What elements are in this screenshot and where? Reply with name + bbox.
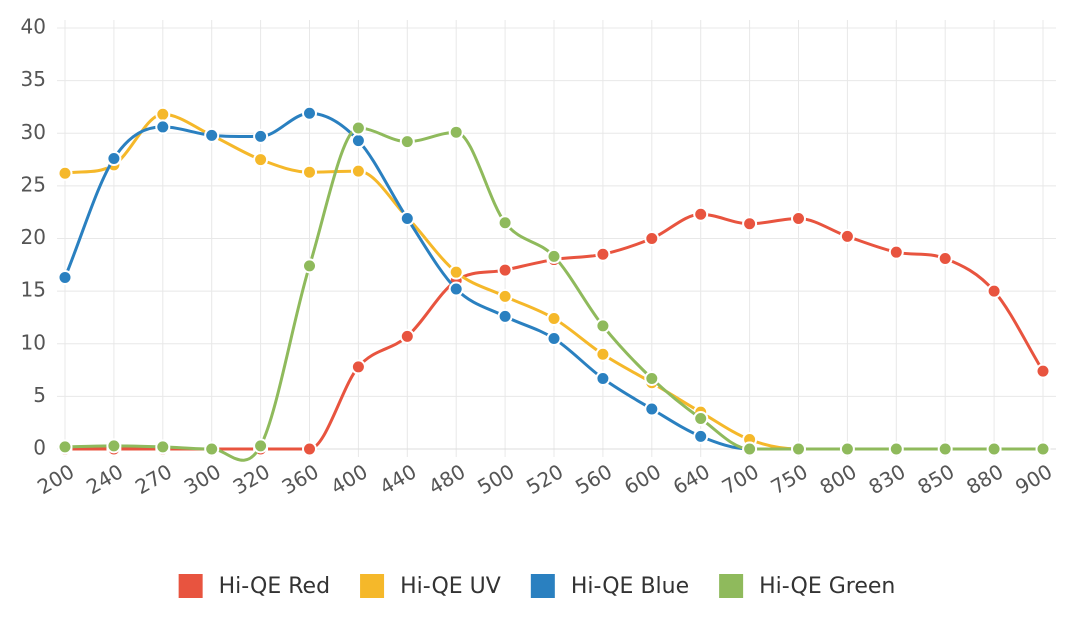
x-tick-label: 400	[327, 459, 372, 499]
legend-label: Hi-QE UV	[400, 574, 501, 599]
x-tick-label: 270	[131, 459, 176, 499]
data-point	[57, 165, 73, 181]
data-point	[497, 262, 513, 278]
data-point	[742, 216, 758, 232]
data-point	[937, 250, 953, 266]
legend-swatch	[178, 574, 203, 598]
data-point	[1035, 363, 1051, 379]
data-point	[791, 441, 806, 457]
data-point	[497, 308, 513, 324]
data-point	[106, 151, 122, 167]
data-point	[937, 441, 953, 457]
data-point	[546, 330, 562, 346]
data-point	[106, 438, 122, 454]
data-point	[57, 269, 73, 285]
data-point	[302, 105, 317, 121]
legend-label: Hi-QE Green	[759, 574, 895, 599]
data-point	[302, 164, 317, 180]
data-point	[986, 283, 1002, 299]
data-point	[595, 318, 611, 334]
data-point	[350, 163, 366, 179]
data-point	[253, 128, 269, 144]
legend-swatch	[530, 574, 555, 598]
data-point	[1035, 441, 1051, 457]
y-tick-label: 30	[21, 120, 46, 144]
data-point	[155, 106, 171, 122]
data-point	[693, 206, 709, 222]
y-tick-label: 0	[33, 436, 46, 460]
x-tick-label: 320	[229, 459, 274, 499]
y-tick-label: 35	[21, 67, 46, 91]
x-tick-label: 880	[962, 459, 1007, 499]
x-tick-label: 200	[33, 459, 78, 499]
y-tick-label: 40	[21, 15, 46, 39]
data-point	[448, 264, 464, 280]
data-point	[839, 441, 855, 457]
x-tick-label: 700	[718, 459, 763, 499]
data-point	[986, 441, 1002, 457]
data-point	[595, 370, 611, 386]
legend-label: Hi-QE Red	[219, 574, 330, 599]
x-tick-label: 850	[913, 459, 958, 499]
x-tick-label: 480	[424, 459, 469, 499]
data-point	[350, 359, 366, 375]
y-tick-label: 15	[21, 278, 46, 302]
x-tick-label: 360	[278, 459, 323, 499]
data-point	[546, 310, 562, 326]
data-point	[399, 328, 415, 344]
data-point	[497, 215, 513, 231]
legend-swatch	[719, 574, 744, 598]
data-point	[888, 244, 904, 260]
y-tick-label: 10	[21, 330, 46, 354]
legend-label: Hi-QE Blue	[571, 574, 689, 599]
data-point	[302, 441, 317, 457]
y-tick-label: 20	[21, 225, 46, 249]
x-tick-label: 300	[180, 459, 225, 499]
data-point	[693, 428, 709, 444]
x-tick-label: 900	[1011, 459, 1056, 499]
data-point	[204, 441, 220, 457]
x-tick-label: 440	[375, 459, 420, 499]
data-point	[497, 288, 513, 304]
data-point	[204, 127, 220, 143]
data-point	[644, 231, 660, 246]
data-point	[253, 438, 269, 454]
data-point	[57, 439, 73, 455]
x-tick-label: 640	[669, 459, 714, 499]
data-point	[399, 211, 415, 227]
data-point	[595, 246, 611, 262]
data-point	[155, 439, 171, 455]
x-tick-label: 560	[571, 459, 616, 499]
x-tick-label: 240	[82, 459, 127, 499]
data-point	[399, 134, 415, 150]
x-tick-label: 520	[522, 459, 567, 499]
series-line	[64, 126, 1043, 462]
x-tick-label: 500	[473, 459, 518, 499]
x-tick-label: 800	[816, 459, 861, 499]
y-tick-label: 5	[33, 383, 46, 407]
x-tick-label: 600	[620, 459, 665, 499]
legend: Hi-QE Red Hi-QE UV Hi-QE Blue Hi-QE Green	[178, 574, 895, 599]
x-tick-label: 750	[767, 459, 812, 499]
data-point	[448, 124, 464, 140]
y-tick-label: 25	[21, 172, 46, 196]
x-tick-label: 830	[864, 459, 909, 499]
data-point	[155, 119, 171, 135]
data-point	[302, 258, 317, 274]
data-point	[350, 133, 366, 149]
data-point	[888, 441, 904, 457]
data-point	[693, 410, 709, 426]
legend-swatch	[360, 574, 385, 598]
data-point	[350, 120, 366, 136]
data-point	[448, 281, 464, 297]
data-point	[595, 346, 611, 362]
data-point	[253, 152, 269, 168]
data-point	[644, 370, 660, 386]
data-point	[644, 401, 660, 417]
data-point	[839, 228, 855, 244]
data-point	[546, 248, 562, 264]
data-point	[791, 211, 806, 227]
data-point	[742, 441, 758, 457]
